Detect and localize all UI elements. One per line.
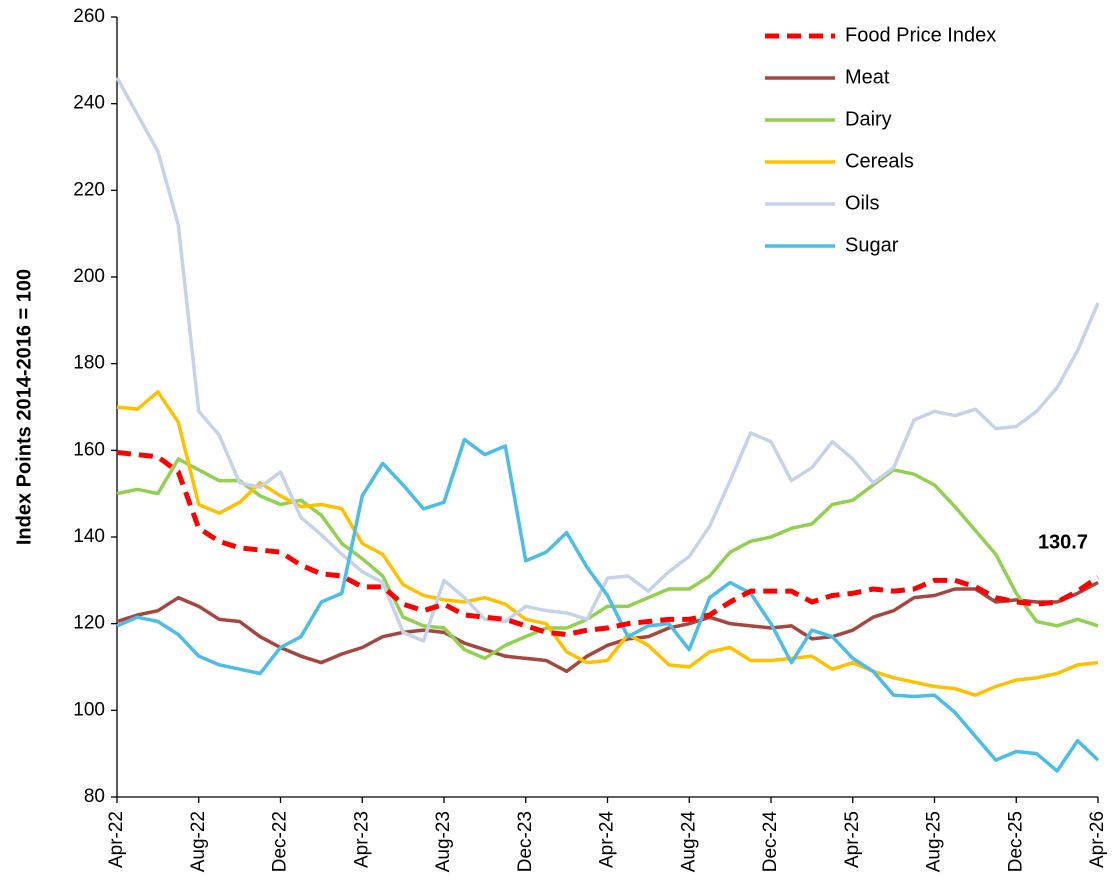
x-tick-label: Apr-26 — [1087, 811, 1108, 868]
y-tick-label: 220 — [73, 179, 105, 200]
y-tick-label: 240 — [73, 93, 105, 114]
series-line — [116, 450, 1100, 637]
end-value-label: 130.7 — [1038, 532, 1088, 554]
y-axis-label: Index Points 2014-2016 = 100 — [13, 269, 35, 545]
series-line — [116, 457, 1099, 661]
x-tick-label: Aug-23 — [433, 811, 454, 872]
series-line — [116, 390, 1099, 697]
x-tick-label: Dec-22 — [270, 811, 291, 872]
legend-label: Meat — [845, 66, 890, 88]
y-tick-label: 140 — [73, 526, 105, 547]
x-tick-label: Aug-22 — [188, 811, 209, 872]
x-tick-label: Aug-25 — [924, 811, 945, 872]
legend-label: Food Price Index — [845, 24, 996, 46]
y-tick-label: 200 — [73, 266, 105, 287]
x-tick-label: Apr-24 — [597, 811, 618, 868]
y-tick-label: 180 — [73, 353, 105, 374]
x-tick-label: Aug-24 — [678, 811, 699, 873]
y-tick-label: 160 — [73, 439, 105, 460]
y-tick-label: 260 — [73, 6, 105, 27]
y-tick-label: 100 — [73, 699, 105, 720]
legend-label: Sugar — [845, 234, 899, 256]
x-tick-label: Dec-25 — [1005, 811, 1026, 872]
x-tick-label: Dec-24 — [760, 811, 781, 873]
x-tick-label: Dec-23 — [515, 811, 536, 872]
x-tick-label: Apr-23 — [351, 811, 372, 868]
legend-label: Dairy — [845, 108, 892, 130]
legend-label: Cereals — [845, 150, 914, 172]
x-tick-label: Apr-22 — [106, 811, 127, 868]
y-tick-label: 80 — [84, 786, 105, 807]
series-line — [116, 437, 1100, 773]
x-tick-label: Apr-25 — [842, 811, 863, 868]
legend-label: Oils — [845, 192, 879, 214]
y-tick-label: 120 — [73, 613, 105, 634]
series-line — [115, 76, 1100, 643]
